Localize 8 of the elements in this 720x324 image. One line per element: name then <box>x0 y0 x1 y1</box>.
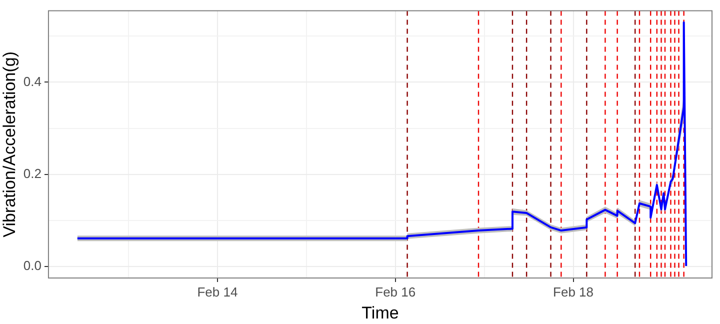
y-tick-label: 0.2 <box>23 166 42 181</box>
x-axis-title: Time <box>362 303 399 322</box>
x-tick-label: Feb 18 <box>553 284 594 300</box>
y-tick-label: 0.4 <box>23 74 42 89</box>
x-tick-label: Feb 16 <box>375 284 416 300</box>
y-axis-title: Vibration/Acceleration(g) <box>0 51 19 238</box>
x-tick-label: Feb 14 <box>197 284 238 300</box>
y-tick-label: 0.0 <box>23 258 42 274</box>
